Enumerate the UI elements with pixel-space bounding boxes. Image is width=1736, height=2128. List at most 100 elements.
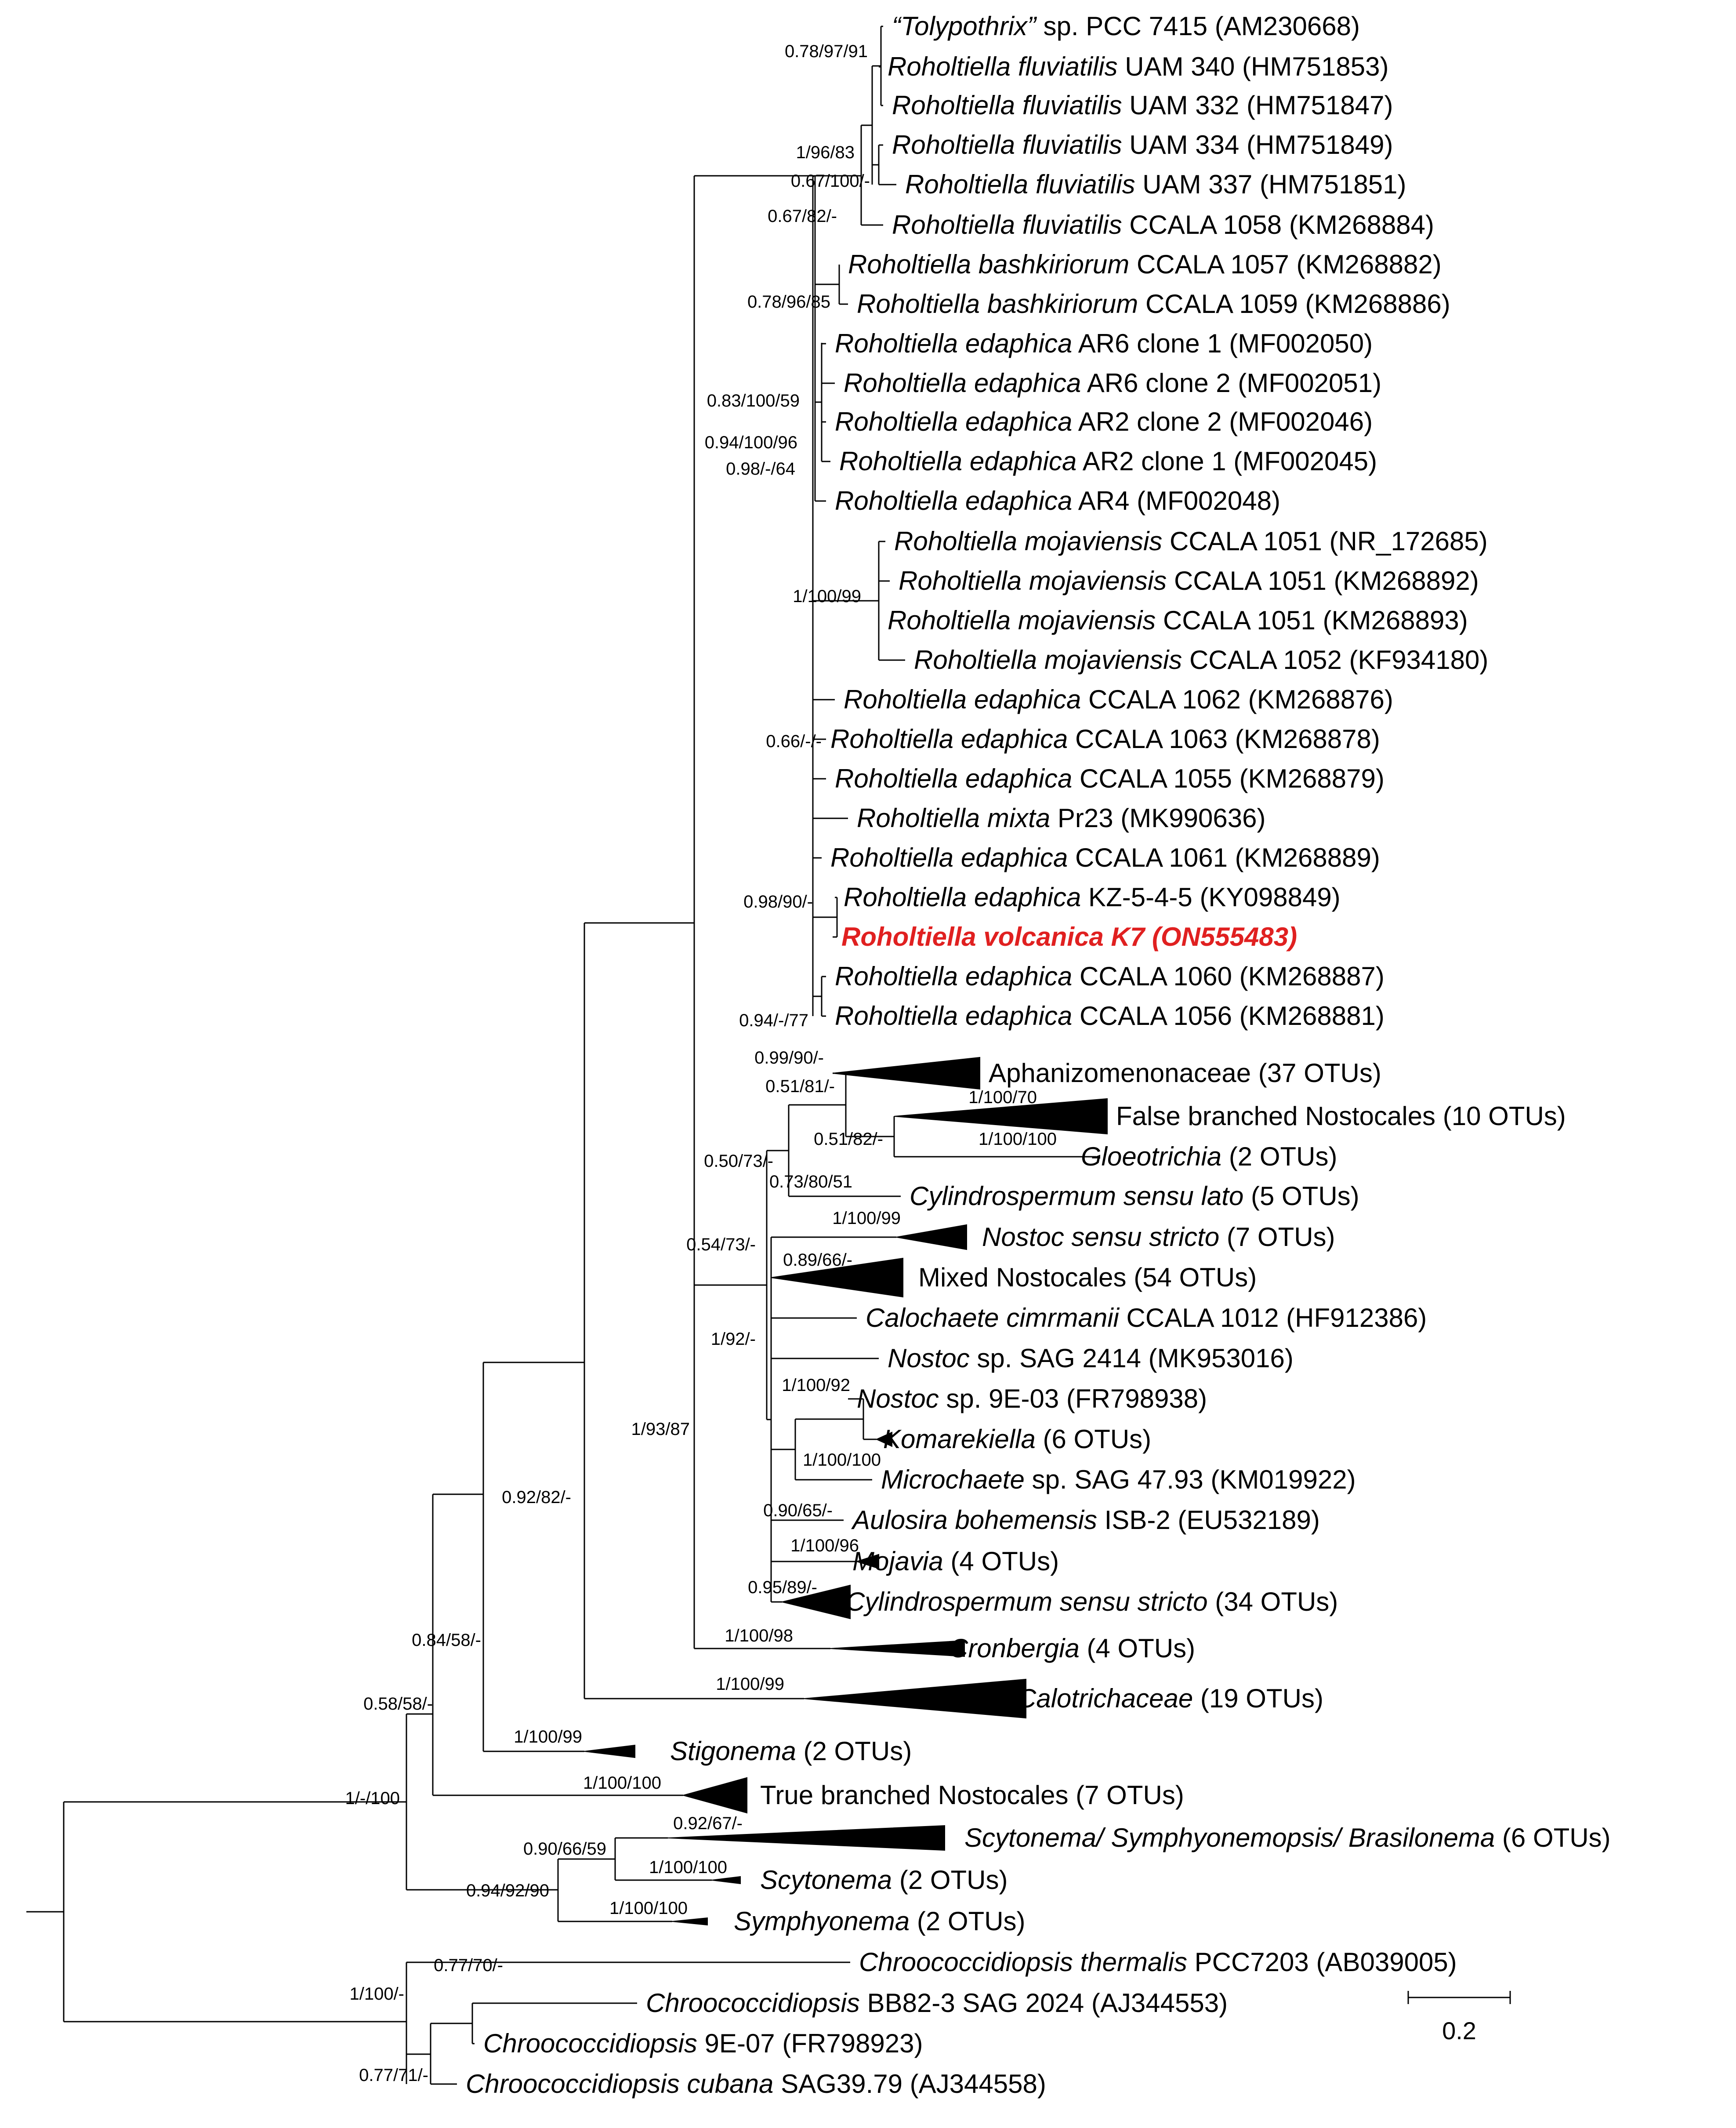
tip-accession: AR2 clone 2 (MF002046) (1072, 407, 1373, 436)
tip-taxon-name: Roholtiella edaphica (835, 407, 1072, 436)
tip-taxon-name: Roholtiella mojaviensis (914, 645, 1182, 675)
tip-accession: (2 OTUs) (892, 1865, 1008, 1895)
tip-taxon-name: Roholtiella edaphica (830, 843, 1068, 872)
tip-label-36: Komarekiella (6 OTUs) (883, 1424, 1151, 1454)
tip-label-25: Roholtiella edaphica CCALA 1060 (KM26888… (835, 962, 1384, 991)
support-value: 1/100/100 (803, 1450, 881, 1470)
tip-label-38: Aulosira bohemensis ISB-2 (EU532189) (851, 1505, 1320, 1535)
tip-label-12: Roholtiella edaphica AR2 clone 1 (MF0020… (839, 447, 1377, 476)
tip-accession: (2 OTUs) (796, 1736, 912, 1766)
tip-taxon-name: Scytonema (760, 1865, 892, 1895)
tip-accession: CCALA 1012 (HF912386) (1119, 1303, 1427, 1333)
tip-label-51: Chroococcidiopsis cubana SAG39.79 (AJ344… (466, 2069, 1046, 2099)
tip-taxon-name: Roholtiella fluviatilis (888, 52, 1118, 81)
tip-label-8: Roholtiella bashkiriorum CCALA 1059 (KM2… (857, 289, 1450, 319)
tip-accession: True branched Nostocales (7 OTUs) (760, 1780, 1184, 1810)
tip-taxon-name: Roholtiella edaphica (839, 447, 1076, 476)
tip-taxon-name: Roholtiella edaphica (844, 685, 1081, 714)
tip-accession: CCALA 1060 (KM268887) (1072, 962, 1384, 991)
tip-taxon-name: Calochaete cimrmanii (866, 1303, 1120, 1333)
tip-taxon-name: Stigonema (670, 1736, 796, 1766)
tip-accession: SAG39.79 (AJ344558) (773, 2069, 1046, 2099)
tip-label-10: Roholtiella edaphica AR6 clone 2 (MF0020… (844, 368, 1381, 398)
support-value: 1/100/100 (979, 1129, 1057, 1149)
tip-taxon-name: Cylindrospermum sensu lato (910, 1181, 1243, 1211)
tip-label-1: “Tolypothrix” sp. PCC 7415 (AM230668) (892, 11, 1360, 41)
tip-accession: sp. 9E-03 (FR798938) (939, 1384, 1207, 1413)
support-value: 0.73/80/51 (769, 1172, 852, 1191)
tip-accession: (4 OTUs) (943, 1547, 1059, 1576)
support-value: 0.94/92/90 (466, 1881, 549, 1900)
tip-accession: CCALA 1056 (KM268881) (1072, 1001, 1384, 1031)
support-value: 1/100/98 (725, 1626, 793, 1645)
support-value: 1/100/100 (609, 1899, 688, 1918)
tip-label-43: Stigonema (2 OTUs) (670, 1736, 912, 1766)
tip-taxon-name: Roholtiella edaphica (835, 329, 1072, 358)
support-value: 0.67/100/- (791, 171, 870, 191)
tip-taxon-name: Roholtiella bashkiriorum (857, 289, 1138, 319)
support-value: 1/100/70 (968, 1088, 1037, 1107)
support-value: 0.89/66/- (783, 1250, 852, 1270)
tip-label-35: Nostoc sp. 9E-03 (FR798938) (857, 1384, 1207, 1413)
support-value: 0.50/73/- (704, 1151, 773, 1171)
tip-accession: (6 OTUs) (1495, 1823, 1610, 1852)
tip-label-31: Nostoc sensu stricto (7 OTUs) (982, 1222, 1335, 1252)
tip-taxon-name: Mojavia (852, 1547, 943, 1576)
tip-taxon-name: Scytonema/ Symphyonemopsis/ Brasilonema (964, 1823, 1495, 1852)
tip-taxon-name: Roholtiella edaphica (835, 764, 1072, 793)
tip-accession: UAM 340 (HM751853) (1118, 52, 1389, 81)
tip-taxon-name: Nostoc (857, 1384, 939, 1413)
support-value: 0.83/100/59 (707, 391, 800, 410)
tip-label-27: Aphanizomenonaceae (37 OTUs) (989, 1058, 1381, 1088)
tip-taxon-name: Roholtiella edaphica (835, 1001, 1072, 1031)
tip-taxon-name: Aulosira bohemensis (851, 1505, 1097, 1535)
tip-label-15: Roholtiella mojaviensis CCALA 1051 (KM26… (899, 566, 1479, 596)
tip-taxon-name: Cylindrospermum sensu stricto (846, 1587, 1208, 1616)
tip-label-7: Roholtiella bashkiriorum CCALA 1057 (KM2… (848, 250, 1442, 279)
tip-accession: CCALA 1051 (KM268893) (1156, 606, 1468, 635)
tip-label-24: Roholtiella volcanica K7 (ON555483) (841, 922, 1297, 951)
tip-label-37: Microchaete sp. SAG 47.93 (KM019922) (881, 1465, 1356, 1494)
tip-label-2: Roholtiella fluviatilis UAM 340 (HM75185… (888, 52, 1389, 81)
tip-accession: Pr23 (MK990636) (1050, 803, 1265, 833)
collapsed-clade-t27 (832, 1057, 980, 1090)
tip-accession: CCALA 1058 (KM268884) (1122, 210, 1434, 240)
scale-bar: 0.2 (1407, 1991, 1511, 2044)
support-value: 1/100/99 (514, 1727, 582, 1747)
support-value: 0.51/82/- (814, 1129, 883, 1149)
tip-taxon-name: Chroococcidiopsis (483, 2029, 697, 2058)
collapsed-clade-t36 (875, 1431, 892, 1447)
tip-label-32: Mixed Nostocales (54 OTUs) (918, 1263, 1257, 1292)
tip-taxon-name: Roholtiella edaphica (835, 486, 1072, 516)
collapsed-clade-t43 (584, 1744, 635, 1758)
tip-taxon-name: Roholtiella mojaviensis (888, 606, 1156, 635)
tip-taxon-name: Chroococcidiopsis (646, 1988, 860, 2018)
tip-label-23: Roholtiella edaphica KZ-5-4-5 (KY098849) (844, 882, 1341, 912)
tip-label-49: Chroococcidiopsis BB82-3 SAG 2024 (AJ344… (646, 1988, 1228, 2018)
collapsed-clade-t31 (896, 1224, 967, 1250)
support-value: 0.98/90/- (743, 892, 813, 911)
tip-label-29: Gloeotrichia (2 OTUs) (1081, 1142, 1337, 1171)
tip-label-13: Roholtiella edaphica AR4 (MF002048) (835, 486, 1280, 516)
support-value: 1/-/100 (345, 1789, 400, 1808)
tip-label-21: Roholtiella mixta Pr23 (MK990636) (857, 803, 1265, 833)
tip-label-30: Cylindrospermum sensu lato (5 OTUs) (910, 1181, 1359, 1211)
tip-taxon-name: Cronbergia (949, 1634, 1080, 1663)
collapsed-clade-t28 (894, 1098, 1108, 1135)
tip-taxon-name: Roholtiella mojaviensis (894, 527, 1162, 556)
tip-taxon-name: Roholtiella mojaviensis (899, 566, 1167, 596)
collapsed-clade-t44 (681, 1777, 747, 1814)
tip-accession: (4 OTUs) (1080, 1634, 1195, 1663)
tip-accession: sp. SAG 47.93 (KM019922) (1025, 1465, 1356, 1494)
tip-accession: (5 OTUs) (1243, 1181, 1359, 1211)
tip-accession: sp. PCC 7415 (AM230668) (1036, 11, 1360, 41)
tip-label-42: Calotrichaceae (19 OTUs) (1017, 1684, 1323, 1713)
tip-accession: (7 OTUs) (1219, 1222, 1335, 1252)
collapsed-clade-t32 (771, 1257, 903, 1298)
tree-branches (26, 25, 1096, 2085)
tip-taxon-name: Nostoc sensu stricto (982, 1222, 1219, 1252)
support-value: 0.94/100/96 (705, 433, 797, 452)
support-value: 0.92/67/- (673, 1814, 743, 1833)
tip-label-19: Roholtiella edaphica CCALA 1063 (KM26887… (830, 724, 1380, 754)
